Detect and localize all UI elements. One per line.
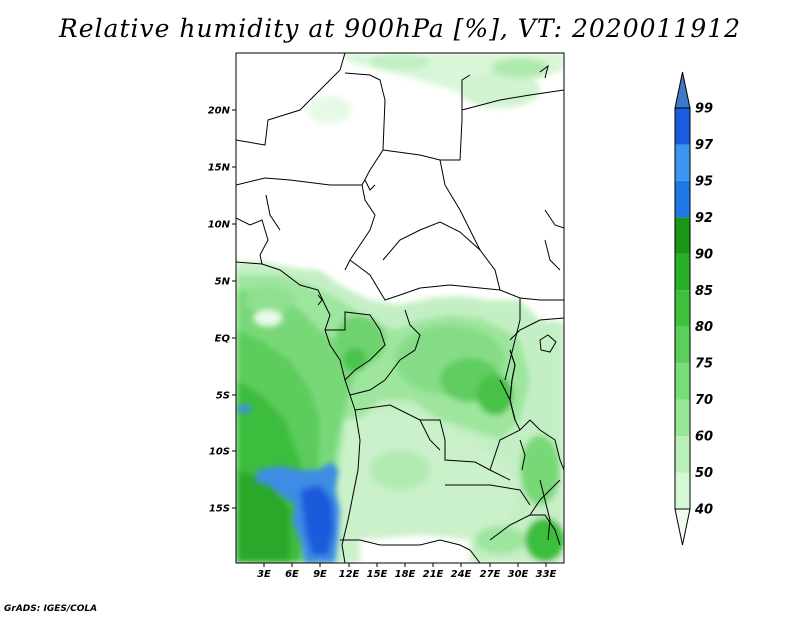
colorbar-segment [675,217,690,254]
lon-tick-label: 27E [480,569,501,580]
colorbar-segment [675,253,690,291]
humidity-field [236,53,564,563]
lon-tick-label: 15E [367,569,388,580]
lat-tick-label: 5N [215,277,231,288]
colorbar-segment [675,180,690,218]
lat-tick-label: 10N [208,220,231,231]
lon-tick-label: 30E [508,569,529,580]
lon-tick-label: 18E [395,569,416,580]
colorbar-label: 75 [695,357,713,372]
lon-tick-label: 6E [285,569,299,580]
colorbar-label: 95 [695,174,713,189]
colorbar-outline [674,107,691,510]
latitude-axis: 20N 15N 10N 5N EQ 5S 10S 15S [208,106,236,515]
colorbar-segment [675,436,690,473]
colorbar-label: 92 [695,211,713,226]
lon-tick-label: 3E [257,569,271,580]
colorbar-label: 40 [694,503,713,518]
lat-tick-label: 20N [208,106,231,117]
colorbar-arrow-bottom [674,508,691,546]
colorbar-segment [675,363,690,400]
colorbar-label: 85 [695,284,713,299]
colorbar-arrow-top [674,71,691,109]
colorbar-segment [675,399,690,437]
colorbar-label: 70 [695,393,713,408]
colorbar-segment [675,144,690,181]
grads-credit: GrADS: IGES/COLA [4,604,98,614]
colorbar-segment [675,108,690,145]
colorbar-label: 50 [695,466,713,481]
longitude-axis: 3E 6E 9E 12E 15E 18E 21E 24E 27E 30E 33E [257,563,557,580]
colorbar-segment [675,326,690,364]
map-title: Relative humidity at 900hPa [%], VT: 202… [58,14,742,43]
lat-tick-label: EQ [215,334,231,345]
lon-tick-label: 21E [423,569,444,580]
lon-tick-label: 9E [313,569,327,580]
lat-tick-label: 15S [209,504,230,515]
lon-tick-label: 12E [339,569,360,580]
colorbar-label: 90 [695,247,713,262]
plot-frame [235,52,565,564]
lat-tick-label: 5S [216,391,230,402]
lon-tick-label: 33E [536,569,557,580]
colorbar-label: 97 [695,138,714,153]
colorbar-label: 60 [695,430,713,445]
lat-tick-label: 15N [208,163,231,174]
lon-tick-label: 24E [451,569,472,580]
colorbar: 40 50 60 70 75 80 85 90 92 95 97 99 [674,71,714,546]
colorbar-segment [675,290,690,327]
colorbar-label: 80 [695,320,713,335]
lat-tick-label: 10S [209,447,230,458]
borders [236,53,564,563]
colorbar-segment [675,472,690,509]
colorbar-label: 99 [695,102,713,117]
